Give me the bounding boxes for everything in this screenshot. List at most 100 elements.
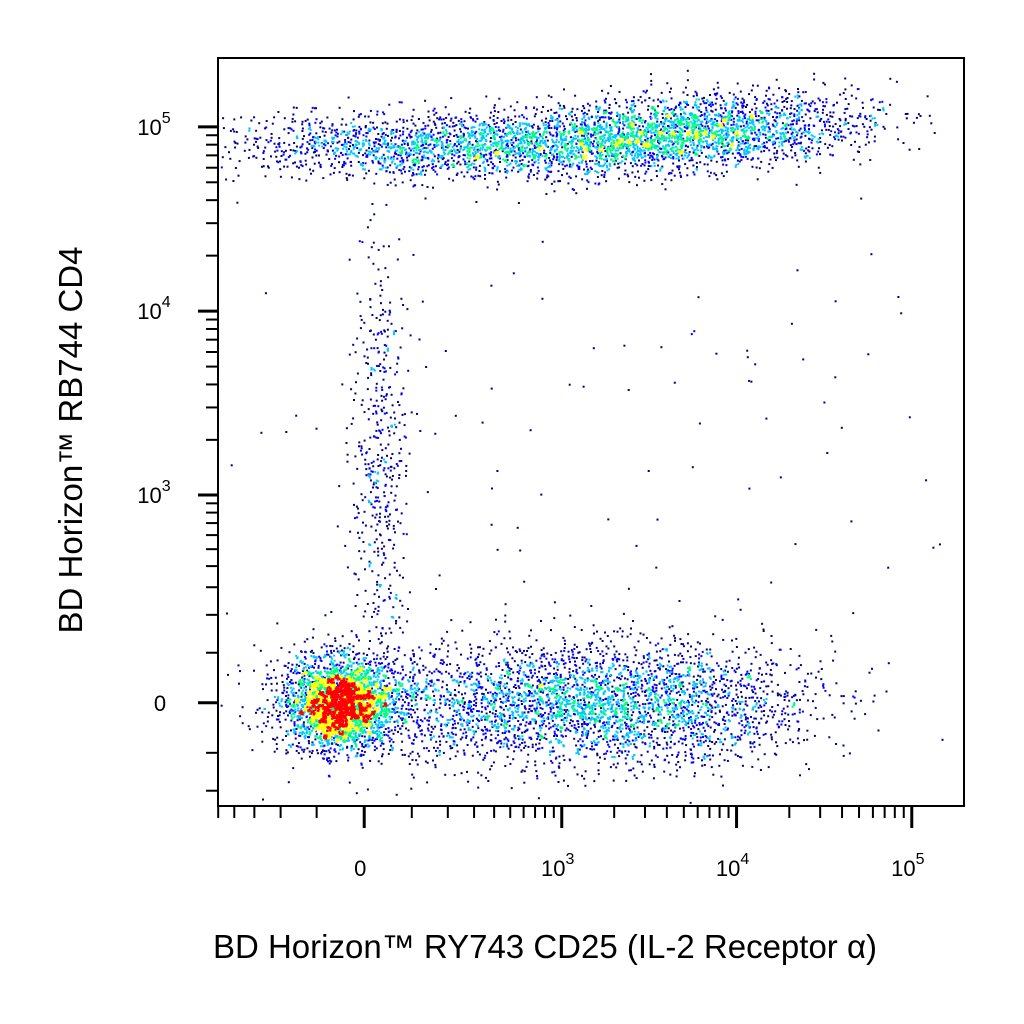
event-dot (226, 612, 228, 615)
event-dot (534, 709, 537, 712)
event-dot (670, 673, 673, 676)
event-dot (708, 175, 711, 178)
event-dot (740, 695, 743, 698)
event-dot (394, 135, 397, 138)
event-dot (396, 258, 399, 261)
event-dot (512, 758, 515, 761)
event-dot (403, 166, 406, 169)
event-dot (592, 624, 595, 627)
event-dot (774, 731, 777, 734)
event-dot (643, 729, 646, 732)
event-dot (428, 716, 431, 719)
event-dot (456, 149, 459, 151)
event-dot (297, 683, 300, 686)
event-dot (496, 548, 499, 551)
event-dot (725, 132, 728, 135)
event-dot (366, 348, 369, 351)
event-dot (261, 165, 263, 168)
event-dot (545, 725, 548, 728)
event-dot (547, 713, 550, 716)
event-dot (676, 753, 679, 756)
event-dot (413, 661, 416, 663)
event-dot (427, 110, 430, 113)
event-dot (229, 129, 232, 132)
event-dot (328, 751, 331, 754)
event-dot (371, 615, 373, 618)
event-dot (399, 154, 402, 157)
event-dot (530, 676, 533, 679)
event-dot (796, 134, 799, 137)
event-dot (739, 738, 742, 741)
event-dot (504, 171, 507, 173)
event-dot (394, 417, 396, 420)
event-dot (517, 694, 520, 697)
event-dot (707, 745, 710, 747)
event-dot (850, 144, 853, 146)
event-dot (308, 143, 311, 145)
event-dot (671, 667, 674, 670)
event-dot (432, 759, 434, 762)
event-dot (436, 117, 439, 120)
event-dot (643, 656, 645, 659)
event-dot (370, 374, 373, 377)
event-dot (552, 145, 555, 147)
event-dot (450, 731, 453, 734)
event-dot (469, 643, 472, 646)
event-dot (646, 750, 649, 753)
event-dot (665, 747, 668, 750)
event-dot (388, 171, 391, 174)
event-dot (368, 448, 371, 450)
event-dot (815, 628, 818, 631)
event-dot (573, 737, 576, 740)
event-dot (784, 712, 787, 715)
event-dot (674, 637, 677, 640)
event-dot (382, 153, 385, 156)
event-dot (444, 704, 447, 706)
event-dot (290, 682, 293, 685)
event-dot (435, 740, 438, 743)
event-dot (732, 698, 735, 700)
event-dot (530, 629, 532, 632)
event-dot (680, 643, 683, 645)
event-dot (425, 704, 428, 707)
event-dot (468, 678, 471, 681)
event-dot (746, 103, 749, 106)
event-dot (304, 650, 307, 653)
event-dot (622, 127, 625, 130)
event-dot (266, 720, 269, 723)
event-dot (605, 180, 608, 183)
event-dot (740, 734, 743, 737)
event-dot (327, 653, 330, 656)
event-dot (369, 329, 372, 332)
event-dot (398, 421, 401, 424)
event-dot (562, 735, 564, 738)
event-dot (814, 108, 817, 111)
event-dot (388, 245, 390, 248)
event-dot (262, 798, 264, 801)
event-dot (737, 696, 739, 699)
event-dot (708, 718, 711, 721)
event-dot (524, 729, 527, 732)
event-dot (776, 704, 779, 707)
event-dot (433, 122, 436, 125)
event-dot (738, 736, 741, 739)
event-dot (333, 129, 336, 132)
event-dot (279, 168, 282, 171)
event-dot (488, 652, 491, 655)
event-dot (690, 728, 693, 730)
event-dot (323, 744, 326, 747)
event-dot (678, 104, 680, 106)
event-dot (730, 749, 733, 752)
event-dot (412, 655, 415, 658)
event-dot (587, 132, 590, 135)
event-dot (817, 166, 820, 169)
event-dot (623, 665, 626, 667)
event-dot (796, 737, 799, 740)
event-dot (720, 676, 723, 679)
event-dot (682, 726, 685, 729)
event-dot (459, 728, 462, 731)
event-dot (447, 159, 450, 162)
event-dot (624, 750, 627, 753)
event-dot (319, 163, 322, 166)
event-dot (722, 99, 725, 102)
